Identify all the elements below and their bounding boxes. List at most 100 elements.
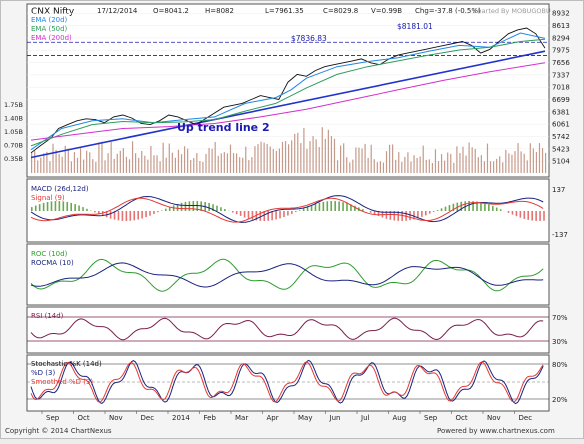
volume-bar — [322, 127, 323, 173]
macd-histogram-bar — [59, 201, 61, 211]
macd-histogram-bar — [43, 203, 45, 211]
macd-histogram-bar — [425, 211, 427, 215]
macd-histogram-bar — [70, 203, 72, 211]
price-legend: EMA (20d) EMA (50d) EMA (200d) — [31, 16, 72, 42]
volume-bar — [517, 143, 518, 173]
volume-bar — [358, 148, 359, 173]
indicator-tick-label: 137 — [552, 186, 565, 194]
volume-bar — [239, 157, 240, 173]
macd-panel — [27, 179, 549, 242]
x-tick-label: Apr — [267, 414, 279, 422]
macd-histogram-bar — [141, 211, 143, 218]
macd-histogram-bar — [303, 208, 305, 211]
volume-bar — [215, 142, 216, 173]
volume-bar — [395, 160, 396, 173]
volume-bar — [270, 147, 271, 173]
level-annotation-high: $8181.01 — [397, 22, 433, 31]
macd-histogram-bar — [208, 203, 210, 211]
macd-histogram-bar — [295, 211, 297, 212]
volume-bar — [346, 157, 347, 173]
volume-bar — [487, 144, 488, 173]
volume-bar — [267, 144, 268, 173]
price-tick-label: 6699 — [552, 96, 570, 104]
quote-low: L=7961.35 — [265, 7, 304, 15]
x-tick-label: Jun — [329, 414, 341, 422]
macd-histogram-bar — [161, 210, 163, 211]
macd-histogram-bar — [330, 201, 332, 211]
macd-histogram-bar — [66, 202, 68, 211]
macd-histogram-bar — [126, 211, 128, 221]
macd-histogram-bar — [244, 211, 246, 217]
x-tick-label: Dec — [519, 414, 533, 422]
volume-bar — [251, 157, 252, 173]
macd-histogram-bar — [224, 209, 226, 211]
legend-ema50: EMA (50d) — [31, 25, 68, 33]
price-tick-label: 5423 — [552, 145, 570, 153]
price-tick-label: 7018 — [552, 84, 570, 92]
volume-bar — [530, 143, 531, 173]
x-tick-label: Nov — [109, 414, 123, 422]
volume-tick-label: 1.05B — [4, 128, 23, 136]
volume-bar — [117, 154, 118, 173]
volume-bar — [184, 146, 185, 173]
macd-histogram-bar — [220, 207, 222, 211]
volume-bar — [150, 146, 151, 173]
x-tick-label: Sep — [424, 414, 438, 422]
volume-bar — [260, 142, 261, 173]
macd-histogram-bar — [122, 211, 124, 221]
volume-bar — [221, 153, 222, 173]
volume-bar — [129, 159, 130, 173]
macd-histogram-bar — [47, 202, 49, 211]
macd-histogram-bar — [543, 211, 545, 221]
volume-bar — [236, 153, 237, 173]
volume-bar — [361, 148, 362, 173]
indicator-tick-label: 70% — [552, 314, 568, 322]
volume-bar — [224, 152, 225, 173]
volume-bar — [493, 161, 494, 173]
volume-bar — [319, 147, 320, 173]
macd-histogram-bar — [445, 207, 447, 211]
volume-bar — [169, 144, 170, 173]
macd-histogram-bar — [512, 211, 514, 215]
volume-bar — [490, 161, 491, 173]
macd-histogram-bar — [165, 209, 167, 211]
volume-bar — [472, 147, 473, 173]
volume-bar — [374, 159, 375, 173]
volume-bar — [417, 158, 418, 173]
volume-bar — [114, 159, 115, 173]
volume-bar — [71, 161, 72, 173]
macd-histogram-bar — [319, 203, 321, 211]
macd-histogram-bar — [232, 211, 234, 213]
macd-histogram-bar — [78, 206, 80, 211]
volume-bar — [202, 162, 203, 173]
macd-histogram-bar — [189, 201, 191, 211]
x-tick-label: Dec — [141, 414, 155, 422]
macd-histogram-bar — [315, 204, 317, 211]
price-tick-label: 5104 — [552, 158, 570, 166]
macd-histogram-bar — [508, 211, 510, 213]
volume-bar — [325, 139, 326, 173]
volume-bar — [481, 155, 482, 173]
volume-bar — [98, 142, 99, 173]
price-tick-label: 7975 — [552, 47, 570, 55]
macd-histogram-bar — [185, 202, 187, 211]
stochastic-legend: Stochastic %K (14d) — [31, 360, 102, 368]
rocma-legend: ROCMA (10) — [31, 259, 74, 267]
volume-bar — [514, 151, 515, 173]
macd-histogram-bar — [279, 211, 281, 218]
volume-bar — [199, 161, 200, 173]
macd-histogram-bar — [137, 211, 139, 220]
volume-bar — [444, 161, 445, 173]
volume-bar — [420, 156, 421, 173]
watermark: Charted By MOBUGOBU — [473, 7, 551, 15]
volume-bar — [536, 152, 537, 173]
volume-bar — [496, 159, 497, 173]
price-tick-label: 5742 — [552, 133, 570, 141]
price-tick-label: 6061 — [552, 121, 570, 129]
macd-histogram-bar — [31, 207, 33, 211]
macd-histogram-bar — [271, 211, 273, 220]
volume-bar — [144, 156, 145, 173]
volume-bar — [242, 158, 243, 173]
volume-bar — [432, 163, 433, 173]
